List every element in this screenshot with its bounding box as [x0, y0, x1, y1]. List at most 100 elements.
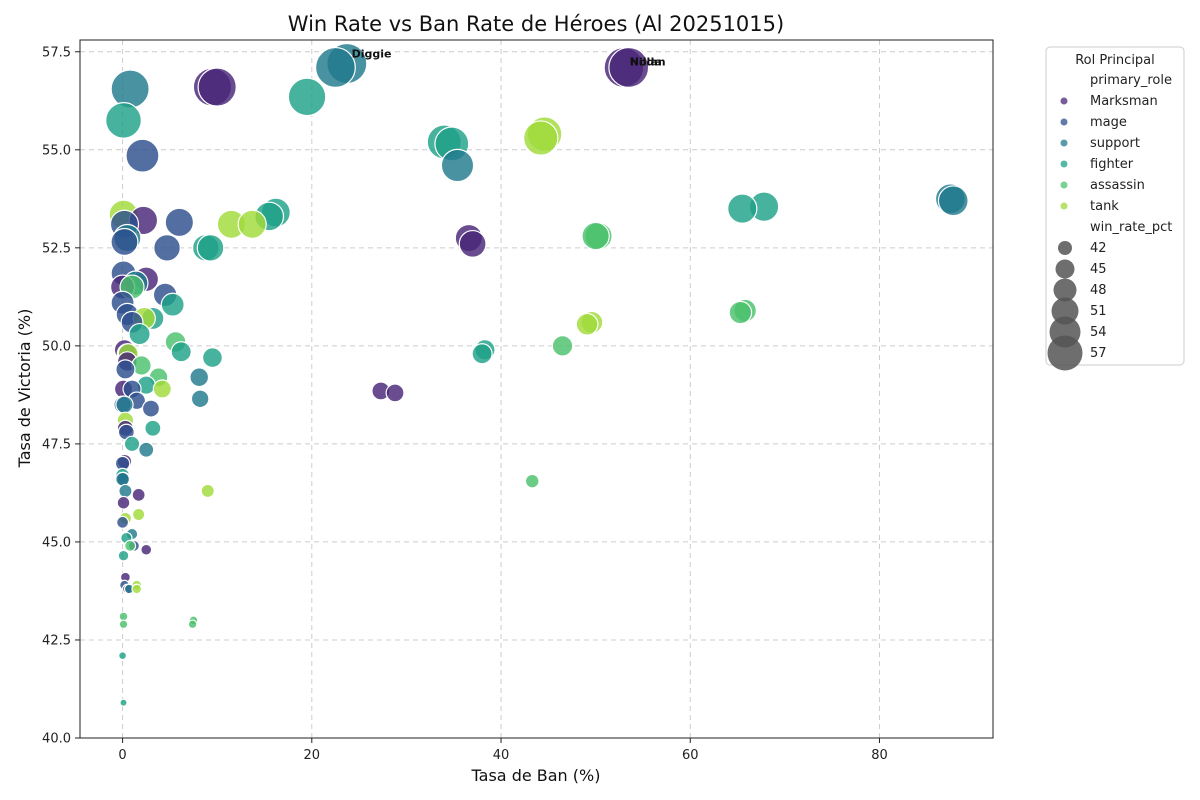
point-fighter — [727, 193, 758, 224]
x-tick-label: 60 — [682, 748, 699, 763]
legend-size-marker — [1058, 241, 1072, 255]
point-tank — [237, 209, 267, 239]
y-tick-label: 40.0 — [42, 732, 71, 747]
point-mage — [115, 359, 136, 380]
point-support — [190, 389, 210, 409]
point-support — [189, 367, 210, 388]
legend-marker — [1060, 118, 1068, 126]
point-marksman — [608, 46, 650, 88]
point-tank — [575, 312, 599, 336]
point-support — [115, 471, 130, 487]
y-tick-label: 57.5 — [42, 45, 71, 60]
point-fighter — [123, 435, 141, 453]
legend-size-label: 48 — [1090, 283, 1107, 298]
point-tank — [523, 120, 559, 156]
legend-size-label: 51 — [1090, 304, 1107, 319]
y-tick-label: 47.5 — [42, 437, 71, 452]
legend-marker — [1060, 181, 1068, 189]
point-fighter — [160, 292, 185, 317]
point-fighter — [128, 322, 151, 346]
legend-size-marker — [1051, 297, 1079, 325]
point-mage — [125, 138, 160, 173]
legend-marker — [1060, 160, 1068, 168]
point-fighter — [105, 101, 142, 139]
annotation-label: Diggie — [352, 48, 392, 61]
legend-size-label: 54 — [1090, 325, 1107, 340]
y-tick-label: 55.0 — [42, 143, 71, 158]
point-fighter — [119, 698, 128, 707]
x-tick-label: 0 — [118, 748, 126, 763]
point-assassin — [728, 300, 753, 325]
point-marksman — [458, 229, 487, 258]
point-marksman — [385, 383, 405, 403]
point-mage — [141, 399, 161, 418]
x-axis-label: Tasa de Ban (%) — [471, 766, 601, 785]
point-mage — [164, 207, 195, 238]
legend-marker — [1060, 139, 1068, 147]
legend-item-label: assassin — [1090, 178, 1145, 193]
point-assassin — [581, 221, 610, 251]
point-support — [314, 46, 356, 88]
point-support — [115, 395, 134, 414]
point-tank — [152, 379, 172, 399]
point-mage — [116, 515, 130, 529]
point-fighter — [196, 233, 225, 262]
point-fighter — [170, 341, 192, 363]
y-axis-label: Tasa de Victoria (%) — [15, 309, 34, 469]
point-assassin — [524, 473, 540, 489]
x-tick-label: 20 — [304, 748, 321, 763]
point-assassin — [551, 335, 574, 357]
point-assassin — [124, 539, 137, 552]
point-marksman — [116, 495, 131, 510]
legend-size-label: 45 — [1090, 262, 1107, 277]
y-tick-label: 52.5 — [42, 241, 71, 256]
legend-size-header: win_rate_pct — [1090, 220, 1172, 235]
legend-item-label: support — [1090, 136, 1140, 151]
point-tank — [200, 483, 215, 499]
point-support — [440, 148, 475, 183]
point-marksman — [140, 543, 153, 556]
legend-size-label: 42 — [1090, 241, 1107, 256]
point-fighter — [201, 347, 223, 369]
x-tick-label: 80 — [871, 748, 888, 763]
point-marksman — [197, 67, 237, 107]
legend-item-label: Marksman — [1090, 94, 1158, 109]
x-tick-label: 40 — [493, 748, 510, 763]
point-assassin — [187, 619, 198, 630]
legend-item-label: mage — [1090, 115, 1127, 130]
legend-item-label: tank — [1090, 199, 1119, 214]
point-marksman — [131, 487, 146, 502]
point-support — [118, 483, 133, 499]
legend-hue-header: primary_role — [1090, 73, 1172, 88]
annotation-label: Hilda — [630, 55, 662, 68]
point-fighter — [287, 77, 327, 117]
point-assassin — [118, 619, 129, 630]
legend-title: Rol Principal — [1075, 53, 1155, 68]
point-fighter — [118, 651, 128, 661]
point-tank — [131, 583, 143, 595]
y-tick-label: 50.0 — [42, 339, 71, 354]
legend-frame — [1045, 46, 1185, 366]
legend: Rol Principal primary_role Marksman mage su… — [1045, 46, 1185, 371]
point-support — [937, 185, 969, 217]
point-tank — [132, 507, 146, 522]
annotation-label: Nolan — [630, 55, 666, 68]
scatter-points — [105, 42, 969, 707]
legend-size-marker — [1053, 278, 1077, 302]
point-fighter — [144, 419, 162, 437]
point-fighter — [117, 549, 130, 562]
legend-marker — [1060, 202, 1068, 210]
axes: 0 20 40 60 80 40.0 42.5 45.0 47.5 50.0 52.5 55.0 57.… — [42, 39, 994, 763]
point-mage — [153, 233, 181, 262]
y-tick-label: 42.5 — [42, 633, 71, 648]
plot-frame — [79, 39, 994, 739]
legend-size-marker — [1055, 259, 1075, 279]
point-support — [110, 69, 150, 109]
point-support — [138, 441, 155, 458]
legend-size-marker — [1047, 335, 1083, 371]
legend-marker — [1060, 97, 1068, 105]
point-fighter — [471, 343, 493, 365]
legend-size-label: 57 — [1090, 346, 1107, 361]
